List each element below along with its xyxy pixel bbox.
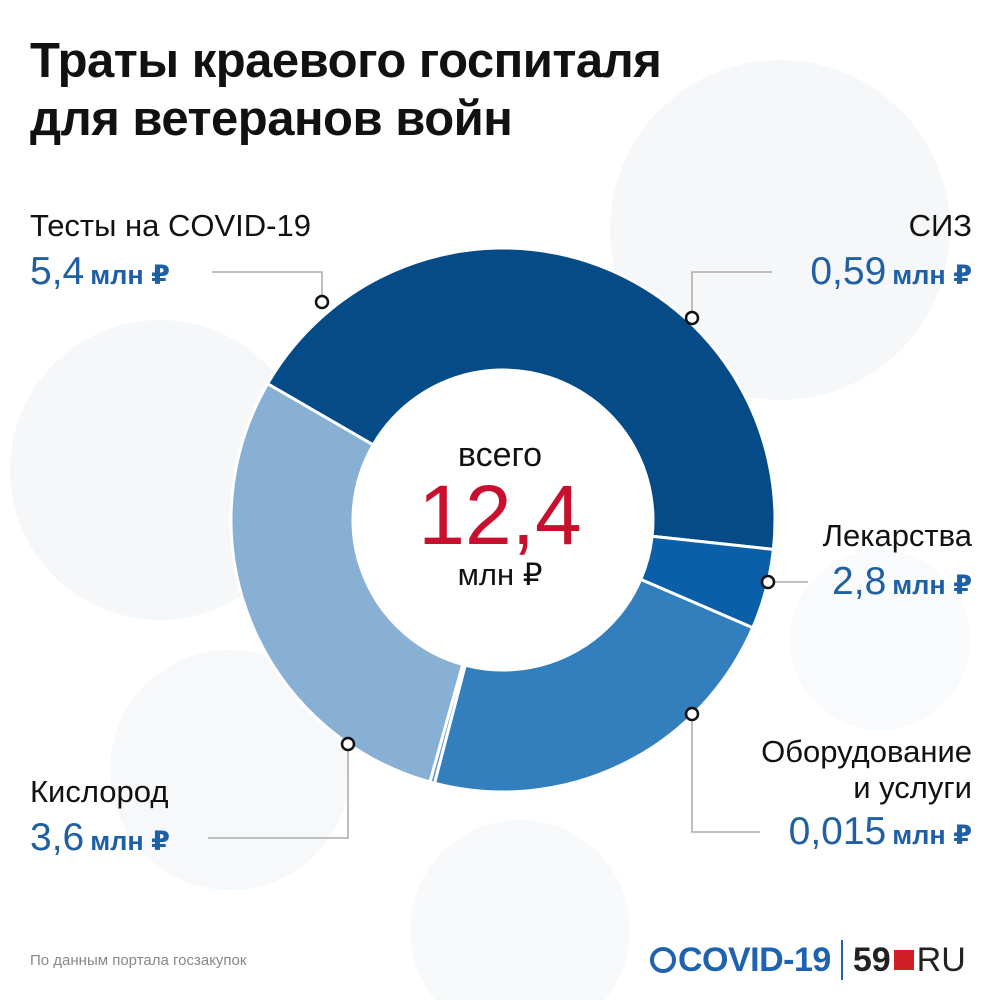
label-oxygen-number: 3,6 [30, 816, 85, 859]
label-equipment-number: 0,015 [788, 810, 887, 853]
label-siz-number: 0,59 [810, 250, 887, 293]
label-drugs-unit: млн ₽ [892, 570, 972, 600]
donut-slice-0 [264, 246, 777, 552]
label-oxygen-name: Кислород [30, 774, 169, 809]
donut-slice-4 [229, 381, 465, 784]
marker-tests [314, 294, 330, 310]
label-equipment-unit: млн ₽ [892, 820, 972, 850]
label-drugs-number: 2,8 [832, 560, 887, 603]
page-title: Траты краевого госпиталя для ветеранов в… [30, 32, 662, 148]
virus-icon [650, 947, 676, 973]
marker-oxygen [340, 736, 356, 752]
label-siz-value: 0,59 млн ₽ [810, 250, 972, 297]
label-equipment-name-1: Оборудование [761, 734, 972, 769]
logo-divider [840, 940, 843, 980]
source-note: По данным портала госзакупок [30, 952, 247, 969]
logo-59-text: 59 [852, 940, 891, 979]
label-drugs-value: 2,8 млн ₽ [832, 560, 972, 607]
leader-line-oxygen [208, 744, 349, 839]
marker-equipment [684, 706, 700, 722]
center-label: всего [457, 436, 543, 474]
label-tests-unit: млн ₽ [90, 260, 170, 290]
marker-siz [684, 310, 700, 326]
label-drugs-name: Лекарства [822, 518, 972, 553]
title-line-2: для ветеранов войн [30, 92, 513, 146]
marker-drugs [760, 574, 776, 590]
label-equipment-value: 0,015 млн ₽ [789, 810, 972, 857]
leader-line-tests [212, 271, 323, 302]
center-total: 12,4 [418, 468, 582, 562]
label-siz-unit: млн ₽ [892, 260, 972, 290]
label-tests-name: Тесты на COVID-19 [30, 208, 311, 243]
label-equipment-name-2: и услуги [853, 770, 972, 805]
brand-logo: COVID-19 59 RU [650, 935, 966, 985]
donut-slice-2 [432, 577, 755, 794]
title-line-1: Траты краевого госпиталя [30, 34, 662, 88]
label-tests-number: 5,4 [30, 250, 85, 293]
label-tests-value: 5,4 млн ₽ [30, 250, 170, 297]
label-oxygen-value: 3,6 млн ₽ [30, 816, 170, 863]
leader-line-siz [691, 271, 772, 318]
label-siz-name: СИЗ [908, 208, 972, 243]
leader-line-equipment [691, 714, 760, 833]
logo-ru-text: RU [916, 940, 966, 979]
logo-covid-text: COVID-19 [678, 940, 831, 979]
center-unit: млн ₽ [457, 557, 543, 592]
label-oxygen-unit: млн ₽ [90, 826, 170, 856]
logo-red-square [893, 950, 914, 970]
